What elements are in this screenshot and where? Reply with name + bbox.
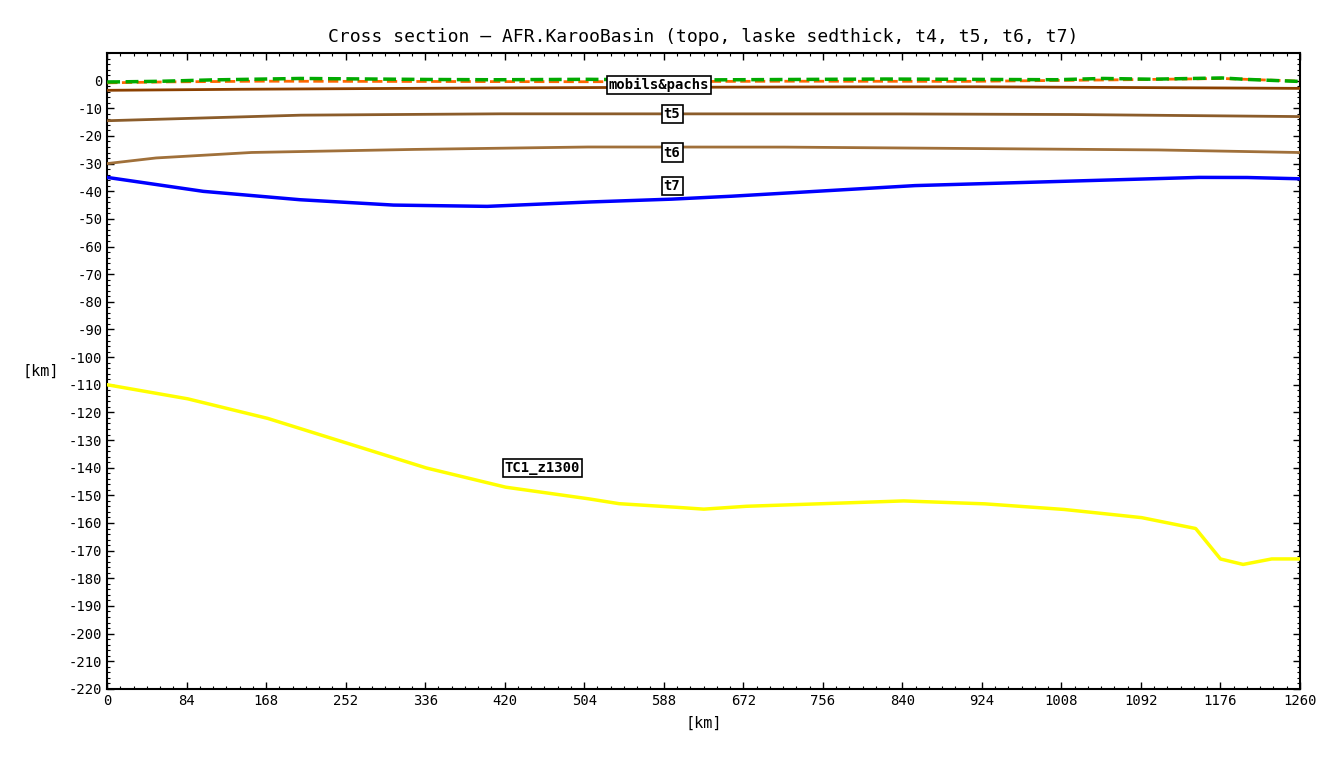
Text: t7: t7 (663, 179, 681, 193)
Text: TC1_z1300: TC1_z1300 (505, 461, 580, 475)
X-axis label: [km]: [km] (685, 716, 722, 731)
Text: mobils&pachs: mobils&pachs (608, 78, 709, 92)
Title: Cross section – AFR.KarooBasin (topo, laske sedthick, t4, t5, t6, t7): Cross section – AFR.KarooBasin (topo, la… (328, 28, 1079, 46)
Text: t5: t5 (663, 107, 681, 121)
Text: t6: t6 (663, 145, 681, 160)
Y-axis label: [km]: [km] (23, 363, 59, 378)
